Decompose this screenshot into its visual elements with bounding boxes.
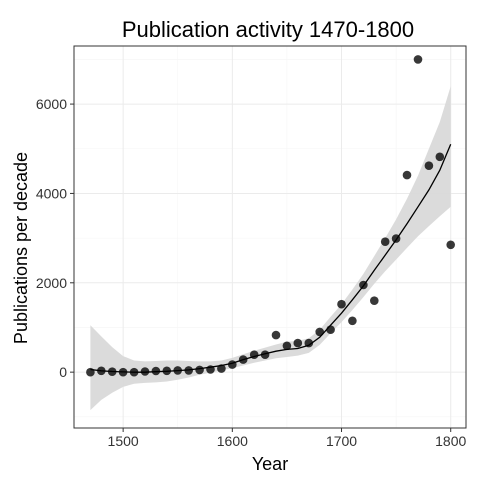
panel-border [73, 45, 467, 429]
data-point [337, 299, 346, 309]
data-point [151, 366, 161, 376]
chart-title: Publication activity 1470-1800 [122, 17, 414, 42]
y-tick-label: 0 [59, 364, 67, 380]
data-point [129, 367, 139, 377]
data-point [140, 367, 150, 376]
x-tick-label: 1500 [108, 433, 139, 449]
smooth-line [90, 144, 452, 373]
data-point [315, 327, 325, 337]
data-point [370, 296, 379, 306]
x-axis: 1500 1600 1700 1800 [108, 428, 466, 449]
x-tick-label: 1700 [326, 433, 357, 449]
data-point [359, 280, 368, 290]
data-point [293, 338, 303, 348]
data-point [118, 367, 128, 377]
plot-panel [73, 45, 467, 429]
data-point [206, 365, 215, 374]
data-point [238, 355, 248, 364]
y-tick-label: 4000 [36, 185, 67, 201]
data-point [391, 234, 401, 243]
y-axis: 0 2000 4000 6000 [36, 96, 74, 380]
y-tick-label: 6000 [36, 96, 67, 112]
data-point [97, 366, 106, 376]
x-tick-label: 1800 [435, 433, 466, 449]
data-point [173, 366, 182, 375]
y-tick-label: 2000 [36, 275, 67, 291]
data-point [228, 360, 237, 369]
data-point [326, 325, 335, 335]
data-point [195, 365, 204, 375]
confidence-ribbon [90, 86, 451, 411]
data-point [249, 350, 259, 360]
data-point [217, 364, 226, 373]
data-points [86, 55, 456, 377]
data-point [162, 366, 172, 376]
data-point [380, 237, 390, 246]
data-point [424, 161, 434, 170]
data-point [304, 338, 314, 348]
data-point [446, 240, 456, 250]
data-point [348, 316, 357, 326]
data-point [260, 350, 270, 360]
data-point [271, 330, 281, 340]
data-point [282, 341, 292, 351]
data-point [86, 367, 95, 377]
data-point [413, 55, 423, 64]
x-axis-title: Year [252, 454, 288, 474]
y-axis-title: Publications per decade [11, 152, 31, 344]
x-tick-label: 1600 [217, 433, 248, 449]
data-point [107, 367, 117, 377]
data-point [402, 170, 412, 180]
data-point [435, 152, 445, 162]
data-point [184, 366, 193, 375]
